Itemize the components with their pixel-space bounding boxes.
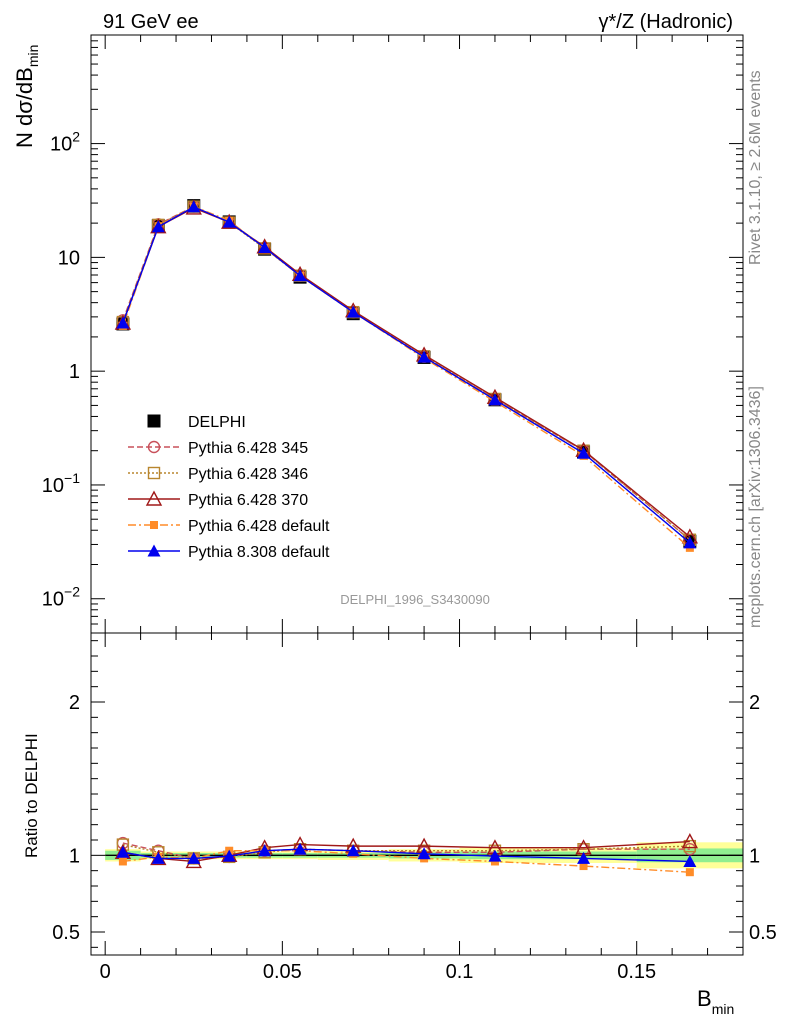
lower-frame — [90, 632, 744, 956]
x-tick-label: 0 — [100, 961, 111, 983]
upper-point-p8default — [222, 215, 236, 228]
legend-marker-p6default — [150, 521, 158, 529]
legend-marker-p345 — [147, 440, 161, 454]
ratio-point-p8default — [258, 844, 272, 857]
ratio-point-p6default — [685, 868, 694, 877]
upper-point-p8default — [577, 446, 591, 459]
legend-marker-p346 — [147, 466, 161, 480]
lower-y-tick-label: 1 — [69, 845, 80, 867]
legend-label-data: DELPHI — [188, 414, 246, 431]
tick-exponent: −1 — [64, 470, 80, 486]
legend-label-p346: Pythia 6.428 346 — [188, 466, 308, 483]
ratio-point-p8default — [293, 842, 307, 855]
ratio-point-p8default — [683, 854, 697, 867]
tick-base: 10 — [58, 247, 80, 269]
header-left-label: 91 GeV ee — [103, 11, 199, 33]
lower-y-axis-label: Ratio to DELPHI — [22, 733, 41, 858]
upper-line-p346 — [122, 205, 691, 541]
legend-marker-data — [147, 414, 161, 428]
legend-label-p8default: Pythia 8.308 default — [188, 544, 330, 561]
legend-label-p6default: Pythia 6.428 default — [188, 518, 330, 535]
legend: DELPHI Pythia 6.428 345 Pythia 6.428 346 Py… — [128, 414, 330, 561]
tick-base: 10 — [42, 475, 64, 497]
legend-marker-p370 — [145, 490, 163, 506]
ratio-point-p6default — [118, 857, 127, 866]
lower-y-tick-label: 0.5 — [52, 922, 80, 944]
upper-y-tick-label: 102 — [50, 129, 80, 156]
upper-y-tick-label: 10−1 — [42, 470, 80, 497]
upper-point-p8default — [116, 316, 130, 329]
tick-base: 10 — [42, 589, 64, 611]
upper-point-p8default — [293, 269, 307, 282]
lower-y-tick-label: 2 — [69, 692, 80, 714]
ratio-point-p8default — [222, 849, 236, 862]
ratio-point-p8default — [151, 851, 165, 864]
ratio-point-p8default — [577, 851, 591, 864]
legend-label-p345: Pythia 6.428 345 — [188, 440, 308, 457]
source-note: mcplots.cern.ch [arXiv:1306.3436] — [747, 386, 764, 628]
ratio-point-p8default — [116, 845, 130, 858]
x-tick-label: 0.1 — [446, 961, 474, 983]
tick-base: 10 — [50, 134, 72, 156]
ratio-point-p8default — [417, 847, 431, 860]
ratio-line-p346 — [122, 843, 690, 860]
x-axis-label: Bmin — [697, 986, 734, 1017]
upper-y-axis-label: N dσ/dBmin — [12, 45, 41, 148]
lower-y-tick-label-right: 1 — [749, 845, 760, 867]
x-tick-label: 0.05 — [263, 961, 302, 983]
watermark-label: DELPHI_1996_S3430090 — [340, 592, 490, 607]
upper-point-p8default — [488, 393, 502, 406]
ratio-point-p6default — [579, 862, 588, 871]
legend-marker-p8default — [147, 544, 161, 557]
x-tick-label: 0.15 — [617, 961, 656, 983]
header-right-label: γ*/Z (Hadronic) — [599, 11, 733, 33]
upper-y-tick-label: 1 — [69, 361, 80, 383]
upper-line-p370 — [122, 207, 691, 538]
upper-point-p8default — [258, 241, 272, 254]
ratio-point-p8default — [488, 849, 502, 862]
upper-point-p8default — [683, 536, 697, 549]
upper-y-tick-label: 10 — [58, 247, 80, 269]
upper-point-p8default — [346, 305, 360, 318]
ratio-point-p8default — [187, 851, 201, 864]
upper-line-p345 — [122, 205, 691, 541]
tick-exponent: −2 — [64, 584, 80, 600]
legend-label-p370: Pythia 6.428 370 — [188, 492, 308, 509]
upper-point-p8default — [187, 200, 201, 213]
chart-marks — [114, 199, 699, 877]
tick-exponent: 2 — [72, 129, 80, 145]
upper-point-p8default — [417, 350, 431, 363]
lower-y-tick-label-right: 0.5 — [749, 922, 777, 944]
ratio-point-p8default — [346, 844, 360, 857]
upper-y-tick-label: 10−2 — [42, 584, 80, 611]
upper-point-p8default — [151, 220, 165, 233]
tick-base: 1 — [69, 361, 80, 383]
ratio-point-p370 — [681, 833, 699, 849]
rivet-version-note: Rivet 3.1.10, ≥ 2.6M events — [747, 70, 764, 265]
lower-y-tick-label-right: 2 — [749, 692, 760, 714]
